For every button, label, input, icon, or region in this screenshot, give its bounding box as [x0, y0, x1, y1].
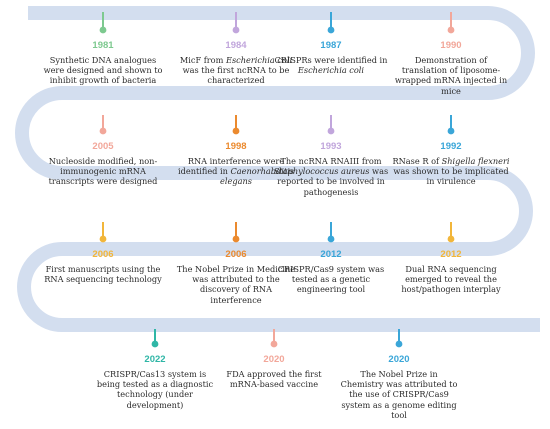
event-description: CRISPR/Cas9 system was tested as a genet…	[277, 264, 385, 295]
description-text: RNase R of	[392, 156, 442, 166]
event-2020a-pin-dot	[270, 340, 278, 348]
event-2005: 2005 Nucleoside modified, non-immunogenic…	[43, 141, 163, 187]
event-description: The Nobel Prize in Chemistry was attribu…	[340, 369, 458, 420]
description-text: The ncRNA RNAIII from	[280, 156, 382, 166]
event-year: 1984	[225, 40, 247, 51]
event-description: Synthetic DNA analogues were designed an…	[43, 55, 163, 86]
event-2005-pin-dot	[99, 127, 107, 135]
species-name: Caenorhabditis elegans	[220, 166, 294, 187]
description-text: RNA interference were identified in	[177, 156, 285, 177]
event-1984: 1984 MicF from Escherichia coli was the f…	[176, 40, 296, 86]
event-1987: 1987 CRISPRs were identified in Escherich…	[271, 40, 391, 75]
event-year: 1987	[320, 40, 342, 51]
event-2006b: 2006 The Nobel Prize in Medicine was attr…	[176, 249, 296, 305]
event-2012a-pin-dot	[327, 235, 335, 243]
event-1981-pin-dot	[99, 26, 107, 34]
description-text: was the first ncRNA to be characterized	[182, 65, 290, 86]
event-description: RNA interference were identified in Caen…	[176, 156, 296, 187]
event-1984-pin-dot	[232, 26, 240, 34]
event-1987-pin-dot	[327, 26, 335, 34]
description-text: MicF from	[179, 55, 226, 65]
event-year: 1992	[440, 141, 462, 152]
event-year: 2020	[263, 354, 285, 365]
event-1998: 1998 RNA interference were identified in …	[176, 141, 296, 187]
event-1992: 1992 RNase R of Shigella flexneri was sho…	[391, 141, 511, 187]
event-2020a: 2020 FDA approved the first mRNA-based va…	[214, 354, 334, 389]
event-description: RNase R of Shigella flexneri was shown t…	[391, 156, 511, 187]
event-2022-pin-dot	[151, 340, 159, 348]
event-year: 1998	[225, 141, 247, 152]
event-description: The ncRNA RNAIII from Staphylococcus aur…	[271, 156, 391, 197]
event-2006a-pin-dot	[99, 235, 107, 243]
event-2006b-pin-dot	[232, 235, 240, 243]
event-1981: 1981 Synthetic DNA analogues were designe…	[43, 40, 163, 86]
event-1993-pin-dot	[327, 127, 335, 135]
event-year: 2006	[92, 249, 114, 260]
event-1990: 1990 Demonstration of translation of lipo…	[391, 40, 511, 96]
description-text: CRISPRs were identified in	[274, 55, 388, 65]
event-2022: 2022 CRISPR/Cas13 system is being tested …	[95, 354, 215, 410]
event-description: FDA approved the first mRNA-based vaccin…	[226, 369, 322, 390]
event-year: 2005	[92, 141, 114, 152]
event-1992-pin-dot	[447, 127, 455, 135]
species-name: Staphylococcus aureus	[273, 166, 370, 177]
event-year: 2012	[440, 249, 462, 260]
event-description: Demonstration of translation of liposome…	[394, 55, 508, 96]
event-description: The Nobel Prize in Medicine was attribut…	[176, 264, 296, 305]
description-text: was shown to be implicated in virulence	[393, 166, 509, 187]
event-2012b: 2012 Dual RNA sequencing emerged to revea…	[391, 249, 511, 295]
event-1998-pin-dot	[232, 127, 240, 135]
event-2012a: 2012 CRISPR/Cas9 system was tested as a g…	[271, 249, 391, 295]
description-text: was reported to be involved in pathogene…	[277, 166, 389, 197]
event-2012b-pin-dot	[447, 235, 455, 243]
event-2006a: 2006 First manuscripts using the RNA sequ…	[43, 249, 163, 284]
event-description: First manuscripts using the RNA sequenci…	[44, 264, 162, 285]
species-name: Escherichia coli	[225, 55, 293, 65]
event-year: 2020	[388, 354, 410, 365]
event-1993: 1993 The ncRNA RNAIII from Staphylococcus…	[271, 141, 391, 197]
event-year: 2012	[320, 249, 342, 260]
event-description: CRISPR/Cas13 system is being tested as a…	[96, 369, 214, 410]
species-name: Shigella flexneri	[441, 156, 510, 166]
species-name: Escherichia coli	[297, 65, 365, 76]
event-description: Dual RNA sequencing emerged to reveal th…	[401, 264, 501, 295]
event-year: 1990	[440, 40, 462, 51]
event-year: 2006	[225, 249, 247, 260]
event-1990-pin-dot	[447, 26, 455, 34]
event-description: MicF from Escherichia coli was the first…	[176, 55, 296, 86]
event-2020b: 2020 The Nobel Prize in Chemistry was att…	[339, 354, 459, 420]
event-year: 1981	[92, 40, 114, 51]
event-description: Nucleoside modified, non-immunogenic mRN…	[48, 156, 158, 187]
event-description: CRISPRs were identified in Escherichia c…	[271, 55, 391, 75]
event-year: 1993	[320, 141, 342, 152]
event-year: 2022	[144, 354, 166, 365]
event-2020b-pin-dot	[395, 340, 403, 348]
